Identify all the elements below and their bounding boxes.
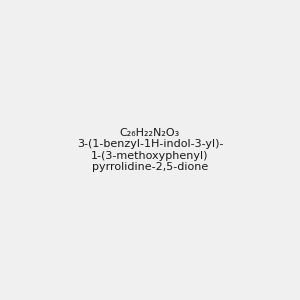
Text: C₂₆H₂₂N₂O₃
3-(1-benzyl-1H-indol-3-yl)-
1-(3-methoxyphenyl)
pyrrolidine-2,5-dione: C₂₆H₂₂N₂O₃ 3-(1-benzyl-1H-indol-3-yl)- 1… xyxy=(77,128,223,172)
